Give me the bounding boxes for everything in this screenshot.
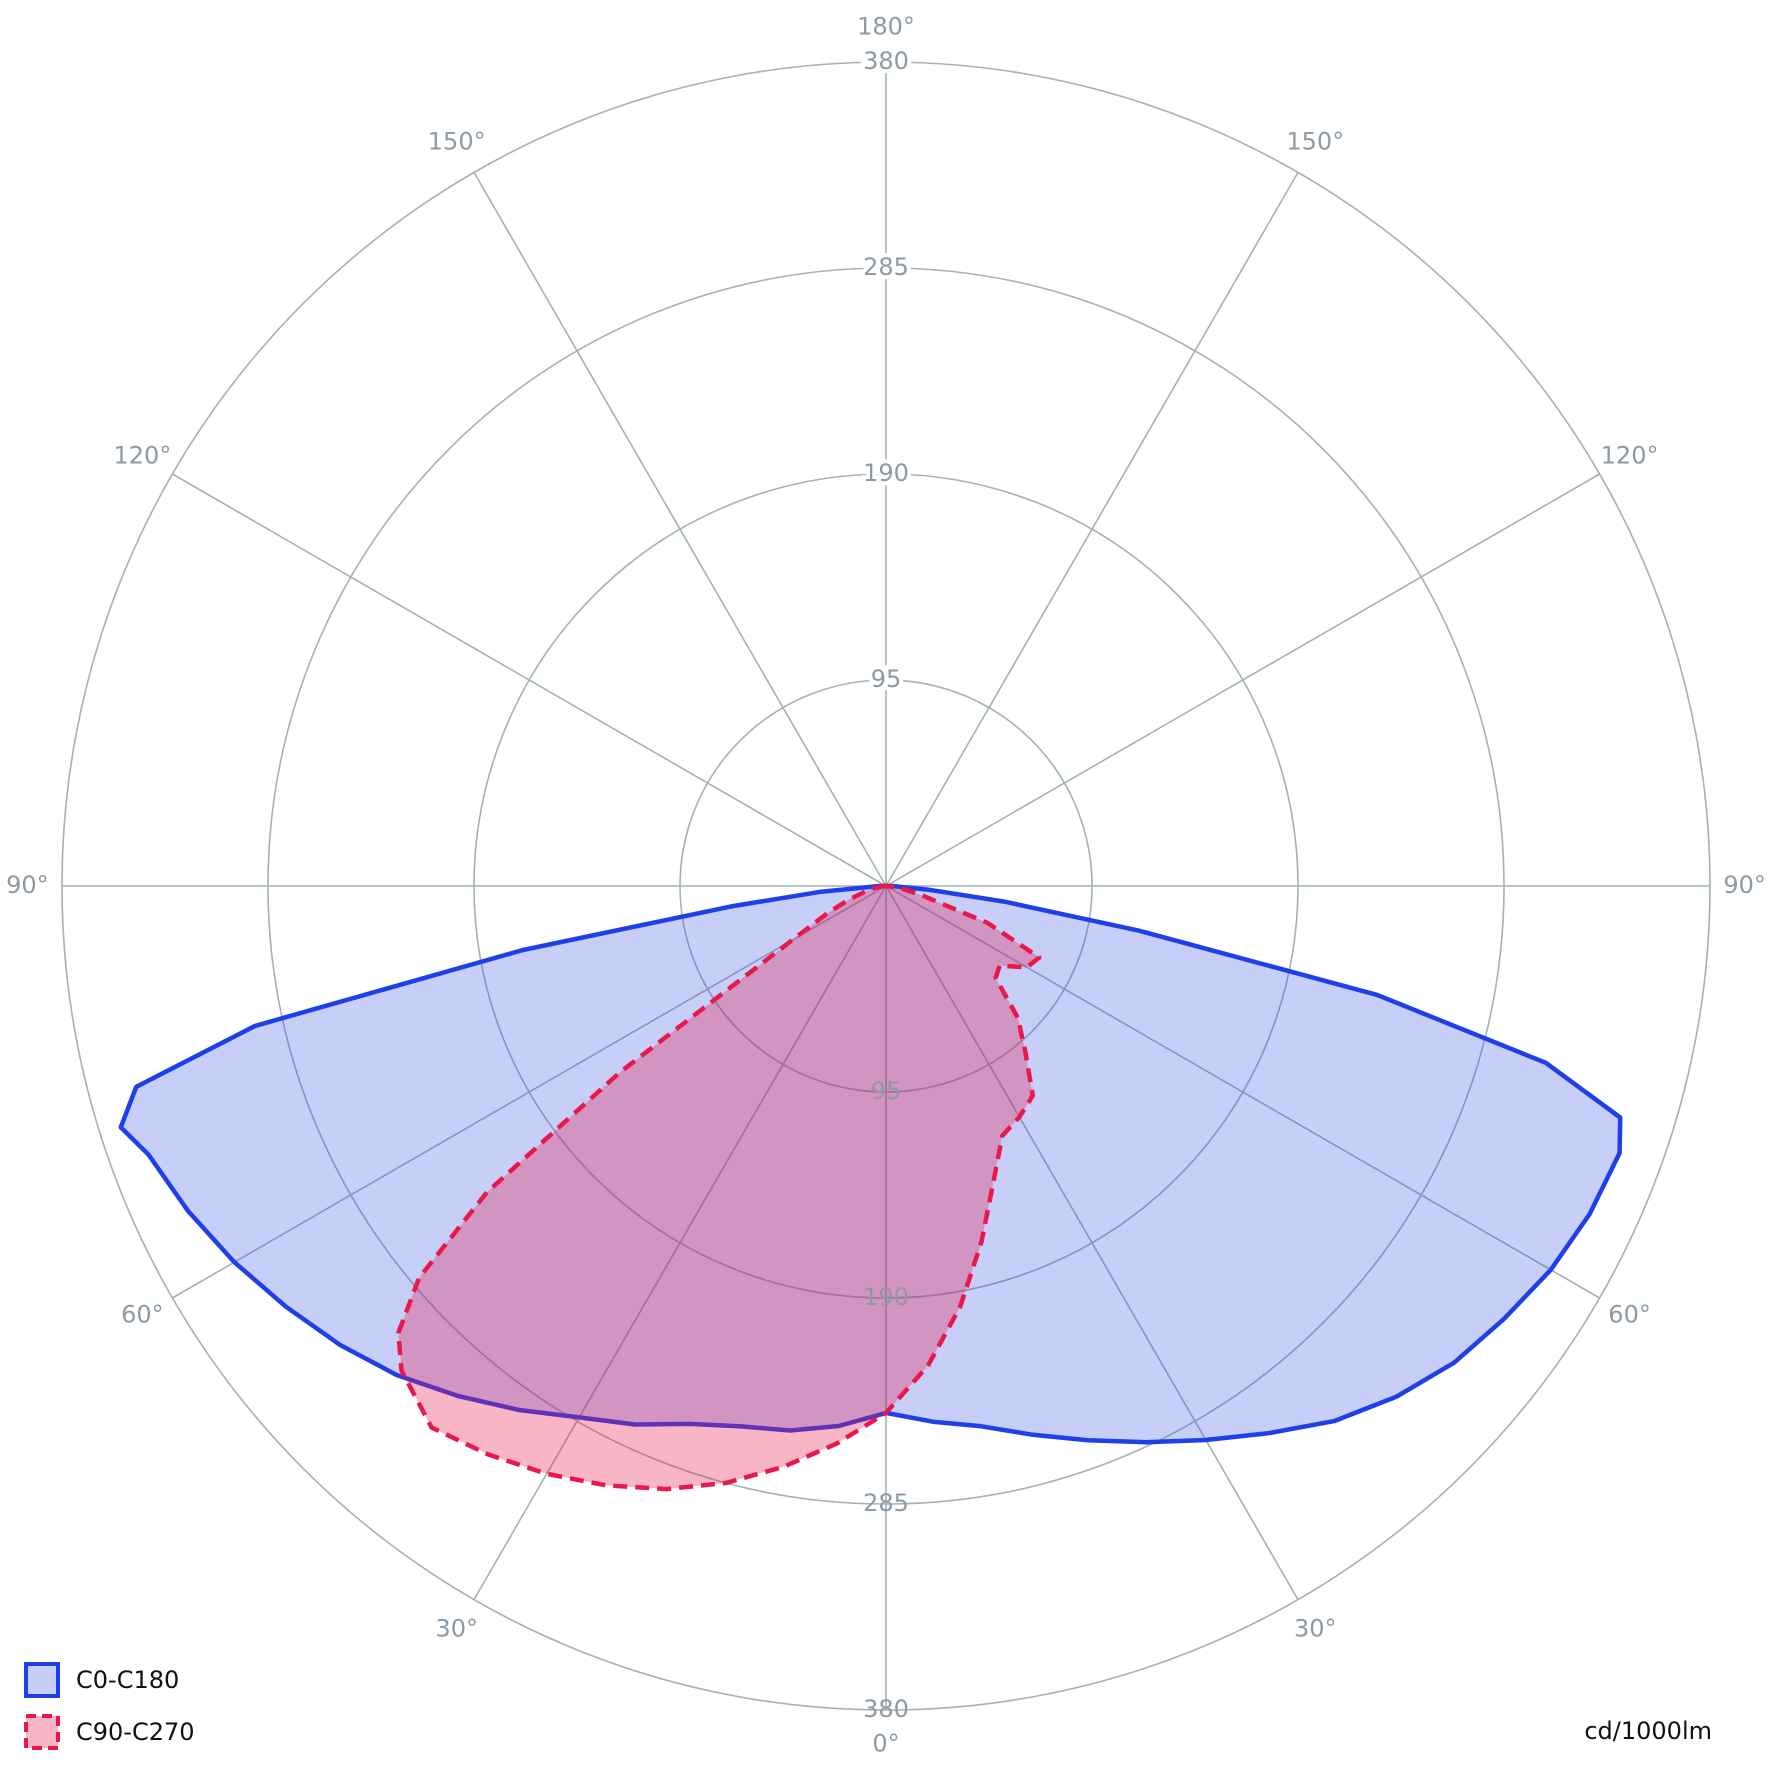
series-area	[396, 883, 1042, 1492]
r-tick-label: 380	[863, 1695, 909, 1723]
angle-label: 120°	[1601, 442, 1659, 470]
angle-label: 60°	[121, 1300, 164, 1328]
grid-spoke	[885, 885, 1601, 1299]
angle-label: 0°	[872, 1730, 899, 1758]
grid-spoke	[885, 473, 1601, 887]
r-tick-label: 285	[863, 1489, 909, 1517]
angle-label: 30°	[1294, 1615, 1337, 1643]
grid-spoke	[885, 885, 1299, 1601]
angle-label: 30°	[435, 1615, 478, 1643]
grid-spoke	[473, 885, 887, 1601]
r-tick-label: 285	[863, 253, 909, 281]
r-tick-label: 95	[871, 665, 902, 693]
grid-spoke	[171, 473, 887, 887]
series-area	[118, 883, 1623, 1445]
r-tick-label: 190	[863, 1283, 909, 1311]
legend-label: C90-C270	[76, 1718, 195, 1746]
legend: C0-C180 C90-C270	[24, 1662, 195, 1750]
angle-label: 90°	[6, 871, 49, 899]
plot-area	[118, 883, 1623, 1492]
angle-label: 120°	[114, 442, 172, 470]
r-tick-label: 190	[863, 459, 909, 487]
unit-label: cd/1000lm	[1584, 1717, 1712, 1745]
grid-spoke	[885, 171, 1299, 887]
grid	[61, 61, 1711, 1711]
legend-swatch	[24, 1714, 60, 1750]
angle-label: 90°	[1723, 871, 1766, 899]
grid-spoke	[473, 171, 887, 887]
r-tick-label: 380	[863, 47, 909, 75]
axis-labels: 0° 30° 30° 60° 60° 90° 90° 120° 120° 150° 150° 180°	[6, 12, 1766, 1757]
angle-label: 150°	[428, 127, 486, 155]
r-tick-label: 95	[871, 1077, 902, 1105]
angle-label: 180°	[857, 12, 915, 40]
angle-label: 150°	[1286, 127, 1344, 155]
grid-spoke	[171, 885, 887, 1299]
legend-swatch	[24, 1662, 60, 1698]
angle-label: 60°	[1608, 1300, 1651, 1328]
legend-label: C0-C180	[76, 1666, 179, 1694]
